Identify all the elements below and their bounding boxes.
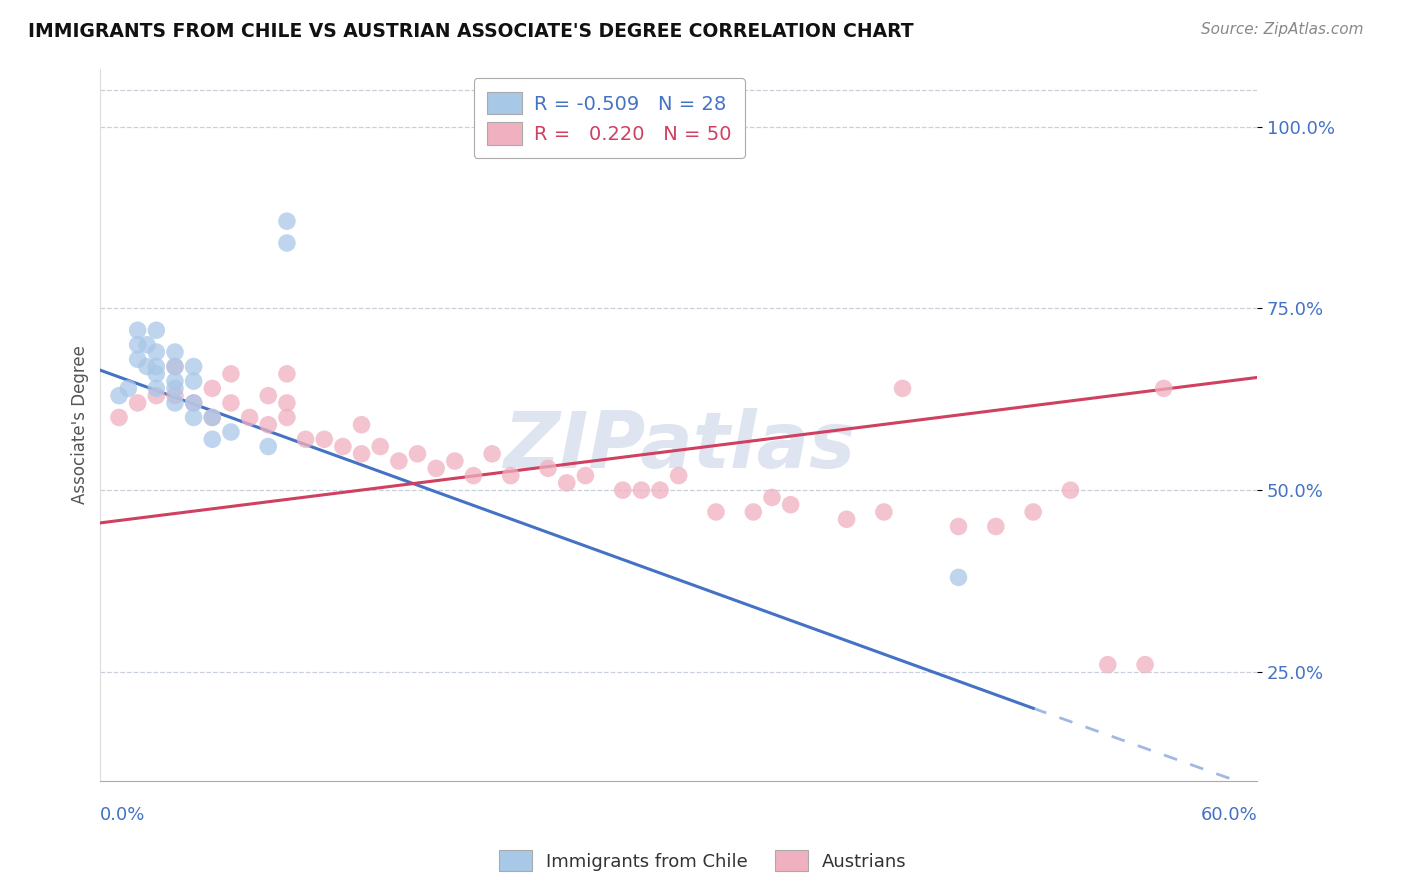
Point — [1059, 483, 1081, 498]
Point — [368, 440, 391, 454]
Point — [891, 381, 914, 395]
Point — [183, 410, 205, 425]
Point — [257, 417, 280, 432]
Point — [219, 396, 242, 410]
Point — [276, 410, 298, 425]
Point — [163, 389, 186, 403]
Point — [136, 359, 159, 374]
Point — [276, 367, 298, 381]
Point — [555, 475, 578, 490]
Point — [257, 389, 280, 403]
Point — [145, 389, 167, 403]
Text: ZIPatlas: ZIPatlas — [502, 409, 855, 484]
Text: Source: ZipAtlas.com: Source: ZipAtlas.com — [1201, 22, 1364, 37]
Point — [219, 367, 242, 381]
Point — [835, 512, 858, 526]
Point — [145, 345, 167, 359]
Point — [163, 396, 186, 410]
Point — [276, 214, 298, 228]
Point — [294, 432, 316, 446]
Point — [219, 425, 242, 439]
Point — [183, 359, 205, 374]
Point — [163, 359, 186, 374]
Point — [704, 505, 727, 519]
Point — [127, 396, 149, 410]
Point — [201, 410, 224, 425]
Point — [117, 381, 139, 395]
Point — [145, 381, 167, 395]
Point — [127, 352, 149, 367]
Point — [779, 498, 801, 512]
Point — [183, 374, 205, 388]
Point — [481, 447, 503, 461]
Point — [136, 338, 159, 352]
Point — [239, 410, 262, 425]
Point — [276, 235, 298, 250]
Point — [1022, 505, 1045, 519]
Y-axis label: Associate's Degree: Associate's Degree — [72, 345, 89, 504]
Text: 60.0%: 60.0% — [1201, 806, 1257, 824]
Point — [183, 396, 205, 410]
Point — [201, 381, 224, 395]
Point — [463, 468, 485, 483]
Point — [257, 440, 280, 454]
Point — [425, 461, 447, 475]
Point — [668, 468, 690, 483]
Point — [1097, 657, 1119, 672]
Point — [201, 410, 224, 425]
Point — [108, 410, 131, 425]
Text: IMMIGRANTS FROM CHILE VS AUSTRIAN ASSOCIATE'S DEGREE CORRELATION CHART: IMMIGRANTS FROM CHILE VS AUSTRIAN ASSOCI… — [28, 22, 914, 41]
Point — [984, 519, 1007, 533]
Point — [630, 483, 652, 498]
Point — [742, 505, 765, 519]
Legend: R = -0.509   N = 28, R =   0.220   N = 50: R = -0.509 N = 28, R = 0.220 N = 50 — [474, 78, 745, 158]
Point — [873, 505, 896, 519]
Point — [163, 381, 186, 395]
Legend: Immigrants from Chile, Austrians: Immigrants from Chile, Austrians — [492, 843, 914, 879]
Point — [276, 396, 298, 410]
Point — [948, 519, 970, 533]
Point — [183, 396, 205, 410]
Point — [388, 454, 411, 468]
Point — [948, 570, 970, 584]
Point — [127, 323, 149, 337]
Point — [127, 338, 149, 352]
Point — [332, 440, 354, 454]
Point — [612, 483, 634, 498]
Point — [145, 367, 167, 381]
Point — [648, 483, 671, 498]
Point — [537, 461, 560, 475]
Point — [406, 447, 429, 461]
Point — [163, 359, 186, 374]
Text: 0.0%: 0.0% — [100, 806, 146, 824]
Point — [201, 432, 224, 446]
Point — [163, 374, 186, 388]
Point — [1153, 381, 1175, 395]
Point — [1133, 657, 1156, 672]
Point — [761, 491, 783, 505]
Point — [108, 389, 131, 403]
Point — [574, 468, 596, 483]
Point — [443, 454, 465, 468]
Point — [350, 447, 373, 461]
Point — [314, 432, 336, 446]
Point — [499, 468, 522, 483]
Point — [163, 345, 186, 359]
Point — [145, 359, 167, 374]
Point — [350, 417, 373, 432]
Point — [145, 323, 167, 337]
